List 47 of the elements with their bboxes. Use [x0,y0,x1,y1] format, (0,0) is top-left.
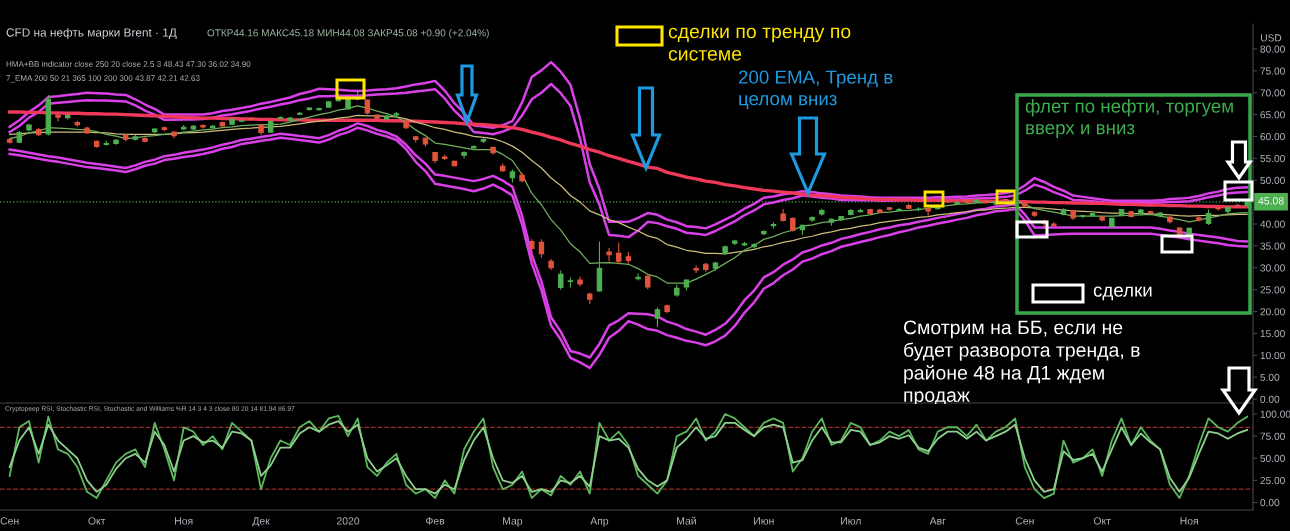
x-tick-label: Дек [252,517,270,527]
y-tick-label: 60.00 [1260,133,1285,141]
y-tick-label: 75.00 [1260,67,1285,75]
x-tick-label: Сен [1015,517,1034,525]
y-tick-label: 50.00 [1260,454,1285,463]
x-tick-label: Мар [503,517,523,527]
y-tick-label: 10.00 [1260,351,1285,360]
y-tick-label: 75.00 [1260,432,1285,440]
x-tick-label: Июл [841,517,861,525]
y-tick-label: 0.00 [1260,499,1280,507]
chart-title: CFD на нефть марки Brent · 1Д [6,28,177,39]
y-tick-label: 35.00 [1260,242,1285,250]
ref-line-label: 45.08 [1258,197,1284,205]
y-tick-label: 55.00 [1260,154,1285,163]
x-tick-label: Май [677,516,696,525]
annotation: флет по нефти, торгуем вверх и вниз [1025,99,1233,139]
annotation: сделки по тренду по системе [668,27,851,61]
annotation: Смотрим на ББ, если не будет разворота тренда, в районе 48 на Д1 ждем продаж [903,320,1140,406]
annotation: 7_EMA 200 50 21 365 100 200 300 43.87 42.21 42.63 [6,75,200,83]
annotation: HMA+BB indicator close 250 20 close 2.5 3 48.43 47.30 36.02 34.90 [6,61,251,67]
y-tick-label: 50.00 [1260,176,1285,185]
y-tick-label: 65.00 [1260,111,1285,119]
x-tick-label: Июн [754,517,774,525]
y-tick-label: 25.00 [1260,476,1285,485]
y-tick-label: 15.00 [1260,330,1285,338]
x-tick-label: 2020 [336,517,360,525]
y-tick-label: 0.00 [1260,395,1280,403]
x-tick-label: Авг [929,517,946,525]
annotation: 200 EMA, Тренд в целом вниз [738,70,893,109]
y-tick-label: 30.00 [1260,264,1285,272]
x-tick-label: Ноя [1180,517,1198,525]
y-tick-label: 5.00 [1260,373,1280,381]
y-tick-label: 80.00 [1260,45,1285,53]
x-tick-label: Окт [88,517,106,525]
x-tick-label: Апр [590,517,609,527]
y-tick-label: 25.00 [1260,286,1285,294]
x-tick-label: Ноя [175,517,193,525]
x-tick-label: Сен [0,517,19,525]
chart-subtitle: ОТКР44.16 МАКС45.18 МИН44.08 ЗАКР45.08 +0.90 (+2.04%) [207,29,489,39]
y-tick-label: 100.00 [1260,410,1290,418]
y-tick-label: 70.00 [1260,89,1285,97]
annotation: сделки [1093,286,1152,301]
x-tick-label: Окт [1093,517,1111,525]
y-tick-label: 40.00 [1260,220,1285,228]
y-tick-label: 20.00 [1260,308,1285,316]
x-tick-label: Фев [426,517,445,525]
y-axis-title: USD [1261,34,1282,42]
